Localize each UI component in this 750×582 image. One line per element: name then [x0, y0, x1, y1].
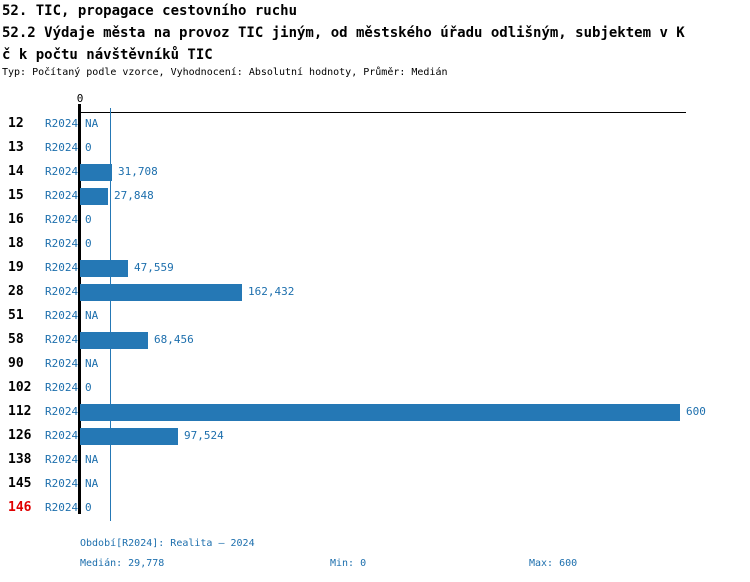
x-axis-origin-tick-label: 0: [76, 92, 84, 105]
period-label: R2024: [45, 237, 79, 250]
municipality-id-label: 138: [8, 452, 32, 467]
chart-row: 28 R2024 162,432: [0, 280, 750, 304]
indicator-subtitle-line1: 52.2 Výdaje města na provoz TIC jiným, o…: [2, 25, 685, 41]
municipality-id-label: 28: [8, 284, 24, 299]
period-label: R2024: [45, 141, 79, 154]
value-label: 0: [85, 213, 92, 226]
footer-median-label: Medián: 29,778: [80, 558, 165, 569]
period-label: R2024: [45, 381, 79, 394]
value-label: 0: [85, 141, 92, 154]
municipality-id-label: 58: [8, 332, 24, 347]
median-reference-line: [110, 108, 111, 521]
chart-row: 102 R2024 0: [0, 376, 750, 400]
period-label: R2024: [45, 117, 79, 130]
chart-row: 145 R2024 NA: [0, 472, 750, 496]
value-label: 600: [686, 405, 706, 418]
period-label: R2024: [45, 501, 79, 514]
value-bar: [80, 331, 148, 349]
municipality-id-label: 102: [8, 380, 32, 395]
chart-row: 138 R2024 NA: [0, 448, 750, 472]
municipality-id-label: 13: [8, 140, 24, 155]
report-title: 52. TIC, propagace cestovního ruchu: [2, 3, 298, 19]
footer-min-label: Min: 0: [330, 558, 367, 569]
chart-row: 126 R2024 97,524: [0, 424, 750, 448]
chart-row: 90 R2024 NA: [0, 352, 750, 376]
period-label: R2024: [45, 333, 79, 346]
chart-row: 58 R2024 68,456: [0, 328, 750, 352]
chart-row: 112 R2024 600: [0, 400, 750, 424]
value-label: 0: [85, 501, 92, 514]
value-label: NA: [85, 357, 99, 370]
value-label: NA: [85, 477, 99, 490]
chart-row: 146 R2024 0: [0, 496, 750, 520]
value-bar: [80, 259, 128, 277]
chart-row: 15 R2024 27,848: [0, 184, 750, 208]
period-label: R2024: [45, 213, 79, 226]
chart-row: 18 R2024 0: [0, 232, 750, 256]
municipality-id-label: 16: [8, 212, 24, 227]
chart-row: 19 R2024 47,559: [0, 256, 750, 280]
value-label: 0: [85, 381, 92, 394]
municipality-id-label: 145: [8, 476, 32, 491]
municipality-id-label: 12: [8, 116, 24, 131]
period-label: R2024: [45, 165, 79, 178]
value-label: 162,432: [248, 285, 295, 298]
y-axis-line: [78, 104, 81, 514]
chart-row: 16 R2024 0: [0, 208, 750, 232]
municipality-id-label: 14: [8, 164, 24, 179]
municipality-id-label: 18: [8, 236, 24, 251]
x-axis-line: [80, 112, 686, 113]
value-label: 31,708: [118, 165, 158, 178]
period-label: R2024: [45, 285, 79, 298]
period-label: R2024: [45, 429, 79, 442]
value-bar: [80, 187, 108, 205]
municipality-id-label: 51: [8, 308, 24, 323]
chart-row: 51 R2024 NA: [0, 304, 750, 328]
value-label: 27,848: [114, 189, 154, 202]
chart-row: 14 R2024 31,708: [0, 160, 750, 184]
municipality-id-label: 90: [8, 356, 24, 371]
value-label: 97,524: [184, 429, 224, 442]
footer-max-label: Max: 600: [529, 558, 578, 569]
value-bar: [80, 403, 680, 421]
municipality-id-label: 112: [8, 404, 32, 419]
value-label: 47,559: [134, 261, 174, 274]
chart-row: 13 R2024 0: [0, 136, 750, 160]
value-label: NA: [85, 453, 99, 466]
municipality-id-label: 19: [8, 260, 24, 275]
value-bar: [80, 283, 242, 301]
municipality-id-label: 15: [8, 188, 24, 203]
indicator-subtitle-line2: č k počtu návštěvníků TIC: [2, 47, 213, 63]
period-label: R2024: [45, 309, 79, 322]
indicator-meta-line: Typ: Počítaný podle vzorce, Vyhodnocení:…: [2, 67, 448, 78]
value-label: 0: [85, 237, 92, 250]
value-label: NA: [85, 117, 99, 130]
value-bar: [80, 427, 178, 445]
municipality-id-label: 146: [8, 500, 32, 515]
period-label: R2024: [45, 189, 79, 202]
period-label: R2024: [45, 357, 79, 370]
period-label: R2024: [45, 477, 79, 490]
period-label: R2024: [45, 405, 79, 418]
period-label: R2024: [45, 453, 79, 466]
footer-period-label: Období[R2024]: Realita – 2024: [80, 538, 255, 549]
chart-row: 12 R2024 NA: [0, 112, 750, 136]
value-label: 68,456: [154, 333, 194, 346]
municipality-id-label: 126: [8, 428, 32, 443]
value-bar: [80, 163, 112, 181]
period-label: R2024: [45, 261, 79, 274]
value-label: NA: [85, 309, 99, 322]
